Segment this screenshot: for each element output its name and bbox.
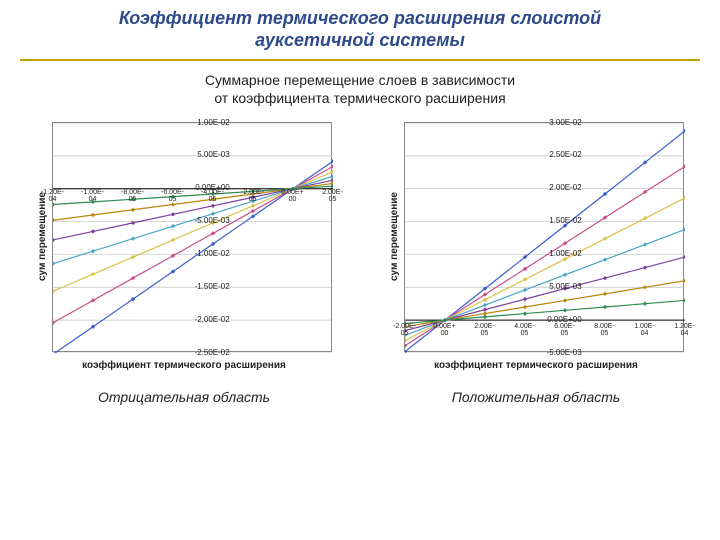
xtick-label: -2.00E-05 [390, 323, 420, 337]
xtick-label: 6.00E-05 [550, 323, 580, 337]
ytick-label: -1.00E-02 [195, 249, 230, 258]
chart-marker [90, 249, 94, 253]
ytick-label: 5.00E-03 [197, 150, 229, 159]
chart-marker [682, 278, 684, 282]
ytick-label: -1.50E-02 [195, 282, 230, 291]
charts-row: сум перемещение 1.00E-02 5.00E-03 0.00E+00… [0, 122, 720, 405]
chart-marker [602, 275, 606, 279]
chart-marker [682, 298, 684, 302]
ytick-label: 2.50E-02 [549, 150, 581, 159]
chart-marker [522, 287, 526, 291]
xtick-label: -1.20E-04 [38, 189, 68, 203]
region-label-left: Отрицательная область [98, 389, 270, 405]
chart-marker [130, 254, 134, 258]
chart-marker [130, 236, 134, 240]
ytick-label: 1.50E-02 [549, 216, 581, 225]
chart-marker [130, 207, 134, 211]
chart-panel-left: сум перемещение 1.00E-025.00E-030.00E+00… [37, 122, 332, 405]
xtick-label: 1.00E-04 [630, 323, 660, 337]
chart-marker [642, 301, 646, 305]
xtick-label: -2.00E-05 [238, 189, 268, 203]
title-underline [20, 59, 700, 61]
ytick-label: -2.00E-02 [195, 315, 230, 324]
xtick-label: 0.00E+00 [430, 323, 460, 337]
chart-svg [53, 123, 333, 353]
xtick-label: -6.00E-05 [158, 189, 188, 203]
chart-marker [330, 174, 332, 178]
chart-marker [602, 304, 606, 308]
xlabel-right: коэффициент термического расширения [434, 360, 638, 371]
chart-marker [562, 298, 566, 302]
chart-marker [210, 211, 214, 215]
chart-marker [562, 272, 566, 276]
chart-marker [642, 285, 646, 289]
ytick-label: 3.00E-02 [549, 118, 581, 127]
chart-marker [482, 307, 486, 311]
ytick-label: -2.50E-02 [195, 348, 230, 357]
chart-marker [482, 314, 486, 318]
subtitle-line2: от коэффициента термического расширения [214, 90, 505, 106]
xtick-label: -8.00E-05 [118, 189, 148, 203]
chart-marker [330, 169, 332, 173]
chart-marker [90, 212, 94, 216]
chart-marker [602, 291, 606, 295]
plot-left: 1.00E-025.00E-030.00E+00-5.00E-03-1.00E-… [52, 122, 332, 352]
chart-marker [482, 302, 486, 306]
slide-subtitle: Суммарное перемещение слоев в зависимост… [0, 71, 720, 107]
chart-marker [522, 296, 526, 300]
ytick-label: 1.00E-02 [197, 118, 229, 127]
ytick-label: -5.00E-03 [547, 348, 582, 357]
chart-marker [482, 297, 486, 301]
chart-marker [522, 277, 526, 281]
ytick-label: 1.00E-02 [549, 249, 581, 258]
ytick-label: 2.00E-02 [549, 183, 581, 192]
title-line1: Коэффициент термического расширения слои… [119, 8, 601, 28]
xtick-label: 2.00E-05 [470, 323, 500, 337]
chart-marker [602, 257, 606, 261]
chart-marker [90, 272, 94, 276]
xtick-label: 2.00E-05 [318, 189, 348, 203]
ytick-label: 5.00E-03 [549, 282, 581, 291]
chart-svg [405, 123, 685, 353]
chart-marker [642, 265, 646, 269]
xtick-label: -4.00E-05 [198, 189, 228, 203]
subtitle-line1: Суммарное перемещение слоев в зависимост… [205, 72, 515, 88]
chart-marker [53, 289, 55, 293]
chart-marker [602, 236, 606, 240]
chart-marker [642, 216, 646, 220]
xtick-label: 1.20E-04 [670, 323, 700, 337]
region-label-right: Положительная область [452, 389, 621, 405]
chart-marker [562, 308, 566, 312]
chart-panel-right: сум перемещение 3.00E-022.50E-022.00E-02… [389, 122, 684, 405]
title-line2: ауксетичной системы [255, 30, 465, 50]
chart-marker [53, 261, 55, 265]
chart-marker [53, 237, 55, 241]
chart-marker [522, 304, 526, 308]
ylabel-right: сум перемещение [389, 192, 400, 281]
xtick-label: 8.00E-05 [590, 323, 620, 337]
chart-marker [210, 203, 214, 207]
chart-marker [170, 224, 174, 228]
xtick-label: 4.00E-05 [510, 323, 540, 337]
ytick-label: -5.00E-03 [195, 216, 230, 225]
chart-marker [170, 212, 174, 216]
ylabel-left: сум перемещение [37, 192, 48, 281]
chart-marker [90, 229, 94, 233]
plot-right: 3.00E-022.50E-022.00E-021.50E-021.00E-02… [404, 122, 684, 352]
xlabel-left: коэффициент термического расширения [82, 360, 286, 371]
xtick-label: 0.00E+00 [278, 189, 308, 203]
chart-marker [642, 242, 646, 246]
chart-marker [250, 203, 254, 207]
chart-marker [522, 311, 526, 315]
xtick-label: -1.00E-04 [78, 189, 108, 203]
chart-marker [682, 254, 684, 258]
slide-title: Коэффициент термического расширения слои… [0, 0, 720, 55]
chart-marker [682, 227, 684, 231]
chart-marker [170, 237, 174, 241]
